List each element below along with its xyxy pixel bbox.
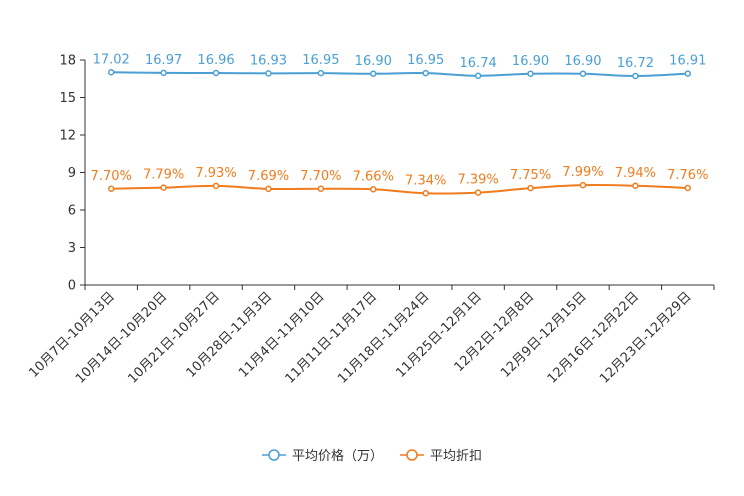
data-point: [684, 184, 692, 192]
data-point: [684, 70, 692, 77]
data-point: [265, 70, 272, 77]
data-label: 16.90: [355, 54, 392, 69]
data-label: 17.02: [93, 52, 130, 67]
data-point: [632, 72, 639, 80]
y-tick-label: 15: [59, 91, 76, 106]
series-1: [107, 69, 692, 80]
data-point: [632, 182, 639, 189]
data-point: [212, 182, 220, 190]
data-label: 7.70%: [91, 169, 132, 184]
data-label: 16.72: [617, 56, 654, 71]
data-label: 7.75%: [510, 168, 551, 183]
data-point: [160, 184, 167, 191]
y-tick-label: 0: [68, 279, 76, 294]
x-tick-label: 11月11日-11月17日: [283, 289, 380, 386]
series-2: [107, 181, 692, 197]
legend-marker: [268, 449, 280, 461]
data-point: [317, 69, 325, 77]
data-point: [265, 185, 272, 193]
series-line: [111, 71, 688, 78]
x-tick-label: 11月18日-11月24日: [335, 289, 432, 386]
y-tick-label: 9: [68, 166, 76, 181]
data-label: 7.99%: [562, 165, 603, 180]
legend: 平均价格（万） 平均折扣: [262, 448, 482, 464]
data-point: [527, 184, 534, 192]
data-label: 16.90: [512, 54, 549, 69]
data-point: [212, 69, 220, 77]
y-tick-label: 3: [68, 241, 76, 256]
data-label: 16.95: [407, 53, 444, 68]
data-label: 16.90: [564, 54, 601, 69]
data-label: 7.94%: [615, 166, 656, 181]
data-point: [474, 72, 482, 79]
data-label: 16.91: [669, 54, 706, 69]
data-label: 7.93%: [195, 166, 236, 181]
data-point: [107, 69, 115, 76]
data-point: [107, 185, 115, 192]
data-label: 16.74: [460, 56, 497, 71]
data-label: 16.97: [145, 53, 182, 68]
x-tick-label: 10月21日-10月27日: [125, 289, 222, 386]
data-point: [160, 69, 167, 77]
y-tick-label: 18: [59, 54, 76, 69]
y-tick-label: 12: [59, 129, 76, 144]
axes: 0 3 6 9 12 15 18 10月7日-10月13日10月14日-10月20日10月21…: [26, 54, 715, 387]
legend-marker: [406, 449, 418, 461]
x-tick-label: 10月14日-10月20日: [73, 289, 170, 386]
x-tick-label: 12月23日-12月29日: [597, 289, 694, 386]
y-tick-label: 6: [68, 204, 76, 219]
series-layer: [107, 69, 692, 197]
data-label: 7.79%: [143, 168, 184, 183]
data-label: 7.69%: [248, 169, 289, 184]
data-labels: 17.02 16.97 16.96 16.93 16.95 16.90 16.95 16.74…: [91, 52, 709, 188]
data-label: 7.34%: [405, 173, 446, 188]
x-tick-label: 10月7日-10月13日: [26, 289, 118, 381]
legend-item-1: 平均价格（万）: [262, 448, 383, 464]
data-point: [370, 70, 377, 77]
data-point: [474, 189, 482, 196]
data-label: 16.96: [197, 53, 234, 68]
data-point: [579, 70, 587, 77]
data-point: [422, 190, 429, 197]
data-point: [579, 181, 587, 189]
legend-label: 平均价格（万）: [292, 448, 383, 464]
data-point: [370, 186, 377, 193]
data-label: 7.39%: [457, 173, 498, 188]
x-tick-label: 12月16日-12月22日: [545, 289, 642, 386]
data-label: 7.66%: [353, 169, 394, 184]
data-label: 7.70%: [300, 169, 341, 184]
data-point: [317, 185, 325, 192]
data-label: 7.76%: [667, 168, 708, 183]
data-label: 16.95: [302, 53, 339, 68]
data-point: [527, 70, 534, 77]
data-point: [422, 69, 429, 77]
legend-item-2: 平均折扣: [400, 449, 482, 464]
series-line: [111, 183, 688, 195]
legend-label: 平均折扣: [430, 449, 482, 464]
data-label: 16.93: [250, 53, 287, 68]
